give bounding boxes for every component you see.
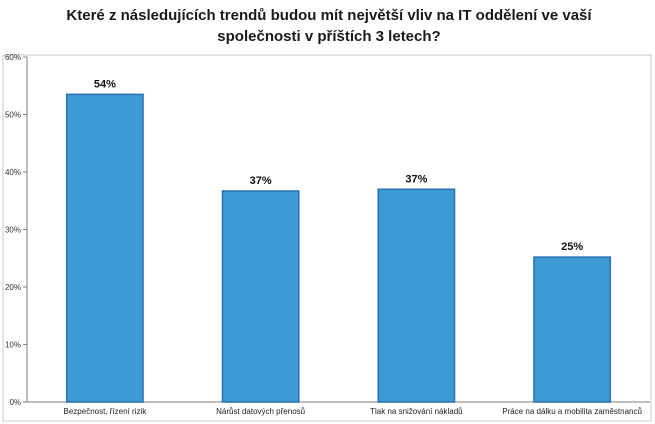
chart-title-line-2: společnosti v příštích 3 letech? [217, 28, 440, 45]
chart-title-line-1: Které z následujících trendů budou mít n… [66, 7, 592, 24]
data-label-1: 54% [94, 78, 116, 90]
y-axis-ticks: 0% 10% 20% 30% 40% 50% 60% [5, 53, 27, 407]
data-label-4: 25% [561, 241, 583, 253]
bar-1 [65, 93, 144, 403]
y-tick-label: 30% [5, 226, 21, 235]
data-label-2: 37% [250, 175, 272, 187]
y-tick-label: 10% [5, 341, 21, 350]
y-tick-label: 20% [5, 283, 21, 292]
category-label-2: Nárůst datových přenosů [216, 407, 305, 416]
category-label-1: Bezpečnost, řízení rizik [64, 407, 148, 416]
category-label-4: Práce na dálku a mobilita zaměstnanců [502, 407, 642, 416]
y-tick-label: 50% [5, 111, 21, 120]
data-label-3: 37% [405, 173, 427, 185]
bar-4 [533, 256, 612, 403]
chart-frame [2, 54, 652, 422]
category-label-3: Tlak na snižování nákladů [370, 407, 463, 416]
y-tick-label: 0% [9, 398, 21, 407]
bar-2 [221, 190, 300, 403]
category-labels: Bezpečnost, řízení rizik Nárůst datových … [64, 407, 642, 416]
y-tick-label: 40% [5, 168, 21, 177]
bars [65, 93, 612, 403]
y-tick-label: 60% [5, 53, 21, 62]
data-labels: 54% 37% 37% 25% [94, 78, 583, 253]
bar-3 [377, 188, 456, 403]
